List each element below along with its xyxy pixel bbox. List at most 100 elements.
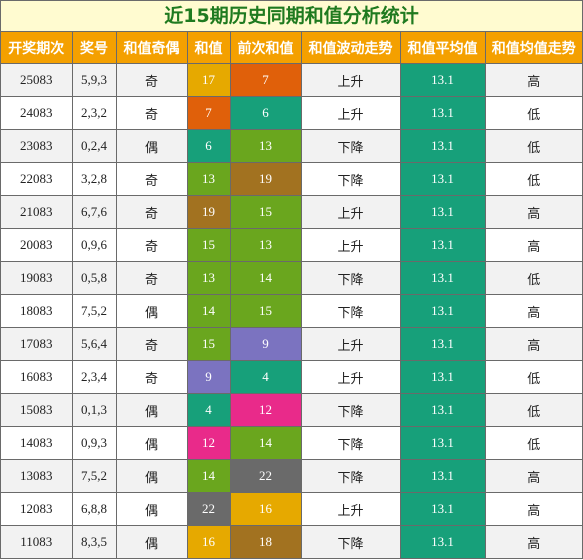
trend-cell: 上升 [300, 492, 401, 526]
average-cell: 13.1 [399, 129, 486, 163]
prev-sum-cell: 13 [229, 228, 302, 262]
parity-cell: 奇 [115, 162, 188, 196]
sum-cell: 19 [186, 195, 231, 229]
sum-cell: 17 [186, 63, 231, 97]
table-row: 18083 7,5,2 偶 14 15 下降 13.1 高 [1, 294, 582, 328]
prev-sum-cell: 7 [229, 63, 302, 97]
avg-trend-cell: 高 [484, 63, 582, 97]
numbers-cell: 6,8,8 [71, 492, 117, 526]
issue-cell: 13083 [1, 459, 73, 493]
issue-cell: 16083 [1, 360, 73, 394]
trend-cell: 上升 [300, 327, 401, 361]
prev-sum-cell: 4 [229, 360, 302, 394]
parity-cell: 偶 [115, 294, 188, 328]
average-cell: 13.1 [399, 360, 486, 394]
avg-trend-cell: 低 [484, 129, 582, 163]
average-cell: 13.1 [399, 393, 486, 427]
parity-cell: 偶 [115, 492, 188, 526]
numbers-cell: 5,9,3 [71, 63, 117, 97]
issue-cell: 12083 [1, 492, 73, 526]
parity-cell: 偶 [115, 393, 188, 427]
trend-cell: 上升 [300, 195, 401, 229]
numbers-cell: 6,7,6 [71, 195, 117, 229]
avg-trend-cell: 高 [484, 525, 582, 558]
table-row: 14083 0,9,3 偶 12 14 下降 13.1 低 [1, 426, 582, 460]
average-cell: 13.1 [399, 195, 486, 229]
issue-cell: 21083 [1, 195, 73, 229]
table-body: 25083 5,9,3 奇 17 7 上升 13.1 高 24083 2,3,2 奇 7 6 上升 13.1… [1, 63, 582, 558]
sum-cell: 7 [186, 96, 231, 130]
table-row: 22083 3,2,8 奇 13 19 下降 13.1 低 [1, 162, 582, 196]
avg-trend-cell: 低 [484, 162, 582, 196]
avg-trend-cell: 高 [484, 195, 582, 229]
trend-cell: 上升 [300, 96, 401, 130]
avg-trend-cell: 低 [484, 393, 582, 427]
col-header-numbers: 奖号 [71, 32, 117, 64]
prev-sum-cell: 22 [229, 459, 302, 493]
sum-cell: 22 [186, 492, 231, 526]
page-title: 近15期历史同期和值分析统计 [1, 1, 582, 32]
avg-trend-cell: 高 [484, 228, 582, 262]
issue-cell: 14083 [1, 426, 73, 460]
col-header-prev-sum: 前次和值 [229, 32, 302, 64]
parity-cell: 奇 [115, 261, 188, 295]
issue-cell: 24083 [1, 96, 73, 130]
sum-cell: 14 [186, 294, 231, 328]
average-cell: 13.1 [399, 63, 486, 97]
parity-cell: 偶 [115, 129, 188, 163]
sum-cell: 13 [186, 162, 231, 196]
numbers-cell: 0,2,4 [71, 129, 117, 163]
parity-cell: 奇 [115, 360, 188, 394]
issue-cell: 23083 [1, 129, 73, 163]
issue-cell: 15083 [1, 393, 73, 427]
issue-cell: 17083 [1, 327, 73, 361]
table-row: 24083 2,3,2 奇 7 6 上升 13.1 低 [1, 96, 582, 130]
numbers-cell: 0,9,6 [71, 228, 117, 262]
parity-cell: 偶 [115, 525, 188, 558]
trend-cell: 下降 [300, 459, 401, 493]
trend-cell: 下降 [300, 294, 401, 328]
numbers-cell: 3,2,8 [71, 162, 117, 196]
sum-cell: 16 [186, 525, 231, 558]
numbers-cell: 0,9,3 [71, 426, 117, 460]
numbers-cell: 5,6,4 [71, 327, 117, 361]
avg-trend-cell: 高 [484, 492, 582, 526]
trend-cell: 上升 [300, 228, 401, 262]
trend-cell: 下降 [300, 261, 401, 295]
avg-trend-cell: 高 [484, 459, 582, 493]
issue-cell: 20083 [1, 228, 73, 262]
col-header-sum: 和值 [186, 32, 231, 64]
average-cell: 13.1 [399, 228, 486, 262]
numbers-cell: 7,5,2 [71, 294, 117, 328]
issue-cell: 25083 [1, 63, 73, 97]
avg-trend-cell: 低 [484, 261, 582, 295]
parity-cell: 奇 [115, 327, 188, 361]
prev-sum-cell: 6 [229, 96, 302, 130]
trend-cell: 下降 [300, 162, 401, 196]
col-header-parity: 和值奇偶 [115, 32, 188, 64]
prev-sum-cell: 18 [229, 525, 302, 558]
avg-trend-cell: 高 [484, 327, 582, 361]
average-cell: 13.1 [399, 162, 486, 196]
prev-sum-cell: 12 [229, 393, 302, 427]
trend-cell: 下降 [300, 426, 401, 460]
avg-trend-cell: 低 [484, 96, 582, 130]
parity-cell: 奇 [115, 96, 188, 130]
prev-sum-cell: 15 [229, 294, 302, 328]
parity-cell: 偶 [115, 459, 188, 493]
avg-trend-cell: 低 [484, 426, 582, 460]
sum-cell: 12 [186, 426, 231, 460]
col-header-avg-trend: 和值均值走势 [484, 32, 582, 64]
numbers-cell: 0,1,3 [71, 393, 117, 427]
table-header-row: 开奖期次 奖号 和值奇偶 和值 前次和值 和值波动走势 和值平均值 和值均值走势 [1, 32, 582, 64]
average-cell: 13.1 [399, 525, 486, 558]
issue-cell: 19083 [1, 261, 73, 295]
table-row: 11083 8,3,5 偶 16 18 下降 13.1 高 [1, 525, 582, 558]
issue-cell: 22083 [1, 162, 73, 196]
prev-sum-cell: 9 [229, 327, 302, 361]
prev-sum-cell: 15 [229, 195, 302, 229]
sum-stats-table: 开奖期次 奖号 和值奇偶 和值 前次和值 和值波动走势 和值平均值 和值均值走势… [1, 32, 582, 558]
trend-cell: 下降 [300, 525, 401, 558]
trend-cell: 下降 [300, 129, 401, 163]
